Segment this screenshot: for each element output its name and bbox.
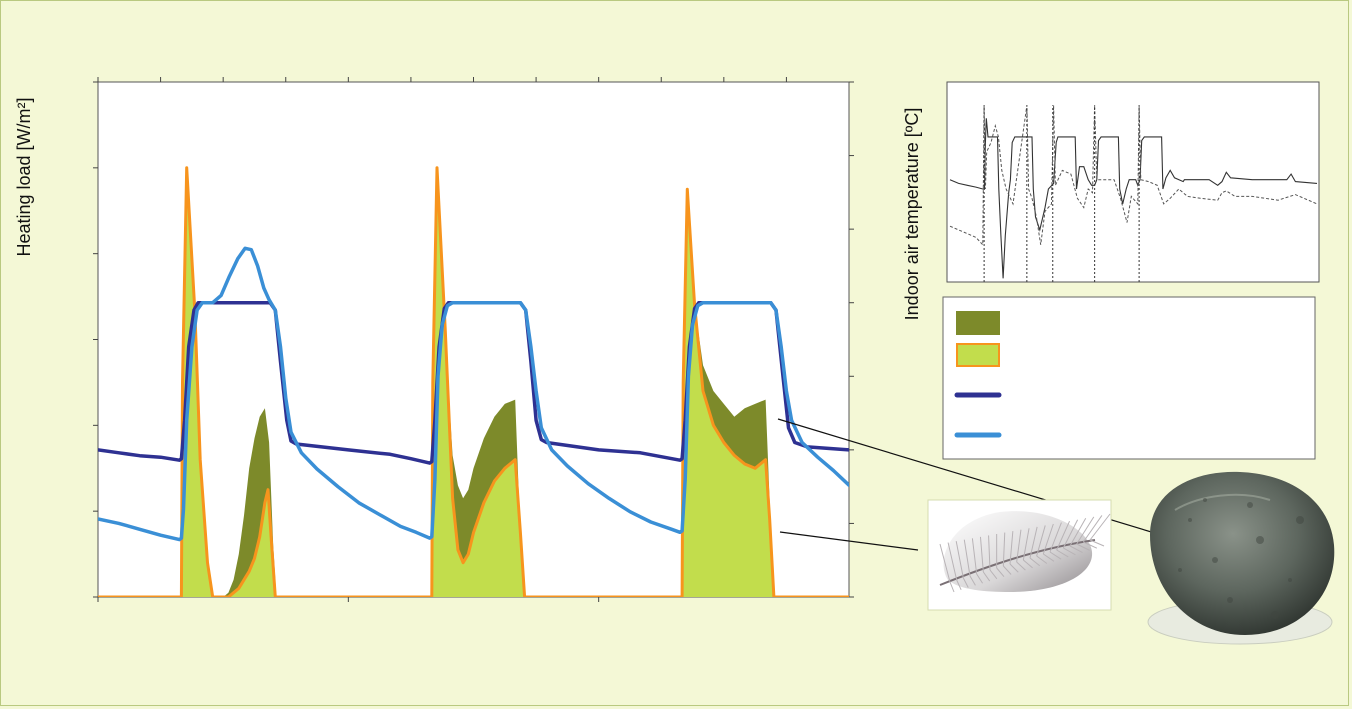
stone-speckle [1296, 516, 1304, 524]
stone-speckle [1256, 536, 1264, 544]
feather-barb [1089, 513, 1111, 541]
inset-plot [946, 81, 1320, 283]
feather-barb [1056, 549, 1069, 558]
stone-speckle [1247, 502, 1253, 508]
legend-swatch-1 [956, 343, 1000, 367]
feather-barb [1069, 545, 1083, 554]
feather-barb [971, 538, 978, 575]
feather-barb [939, 543, 951, 583]
feather-barb [955, 541, 964, 579]
stone-speckle [1271, 611, 1279, 619]
legend-swatch-0 [956, 311, 1000, 335]
y-axis-left-title: Heating load [W/m²] [14, 97, 34, 256]
callout-line-feather [779, 531, 919, 551]
feather-barb [1042, 523, 1054, 555]
stone-speckle [1203, 498, 1207, 502]
series-line-3 [98, 246, 849, 542]
feather-barb [1082, 515, 1103, 543]
inset-line-dashed [949, 105, 1318, 247]
feather-barb [1083, 541, 1098, 549]
stone-speckle [1227, 597, 1233, 603]
feather-barb [1049, 551, 1062, 560]
stone-speckle [1212, 557, 1218, 563]
feather-barb [962, 577, 969, 588]
feather-barb [976, 573, 983, 584]
feather-barb [1002, 565, 1012, 575]
feather-barb [956, 579, 962, 591]
feather-barb [1016, 561, 1026, 571]
stone-image [1147, 471, 1335, 645]
stone-speckle [1188, 518, 1192, 522]
feather-barb [1056, 520, 1070, 551]
feather-barb [1069, 518, 1087, 547]
feather-barb [989, 569, 998, 580]
feather-barb [1002, 532, 1006, 567]
feather-barb [1029, 526, 1038, 559]
feather-barb [1029, 557, 1041, 567]
legend-box [942, 296, 1316, 460]
feather-barb [969, 575, 976, 586]
feather-barb [1023, 559, 1033, 569]
feather-image [927, 499, 1112, 611]
feather-barb [1076, 516, 1095, 545]
feather-barb [1076, 543, 1090, 551]
feather-barb [1089, 539, 1105, 547]
feather-barb [1063, 547, 1076, 556]
feather-barb [963, 539, 971, 577]
feather-barb [979, 536, 984, 573]
series-area-1 [98, 167, 849, 597]
feather-barb [996, 567, 1005, 577]
series-outline-light-load [98, 166, 849, 597]
feather-barb [949, 581, 955, 593]
feather-barb [1062, 519, 1079, 549]
feather-barb [988, 535, 991, 571]
y-axis-right-title: Indoor air temperature [ºC] [902, 108, 922, 321]
feather-barb [982, 571, 991, 582]
feather-barb [1036, 555, 1048, 564]
feather-barb [1036, 525, 1046, 557]
feather-barb [1016, 529, 1022, 563]
feather-barb [1049, 522, 1062, 553]
feather-barb [1009, 563, 1019, 573]
inset-line-solid [949, 118, 1318, 279]
feather-barb [1043, 553, 1055, 562]
stone-speckle [1288, 578, 1292, 582]
feather-barb [947, 542, 958, 581]
feather-barb [1009, 531, 1014, 565]
stone-speckle [1178, 568, 1182, 572]
feather-barb [1022, 528, 1030, 561]
